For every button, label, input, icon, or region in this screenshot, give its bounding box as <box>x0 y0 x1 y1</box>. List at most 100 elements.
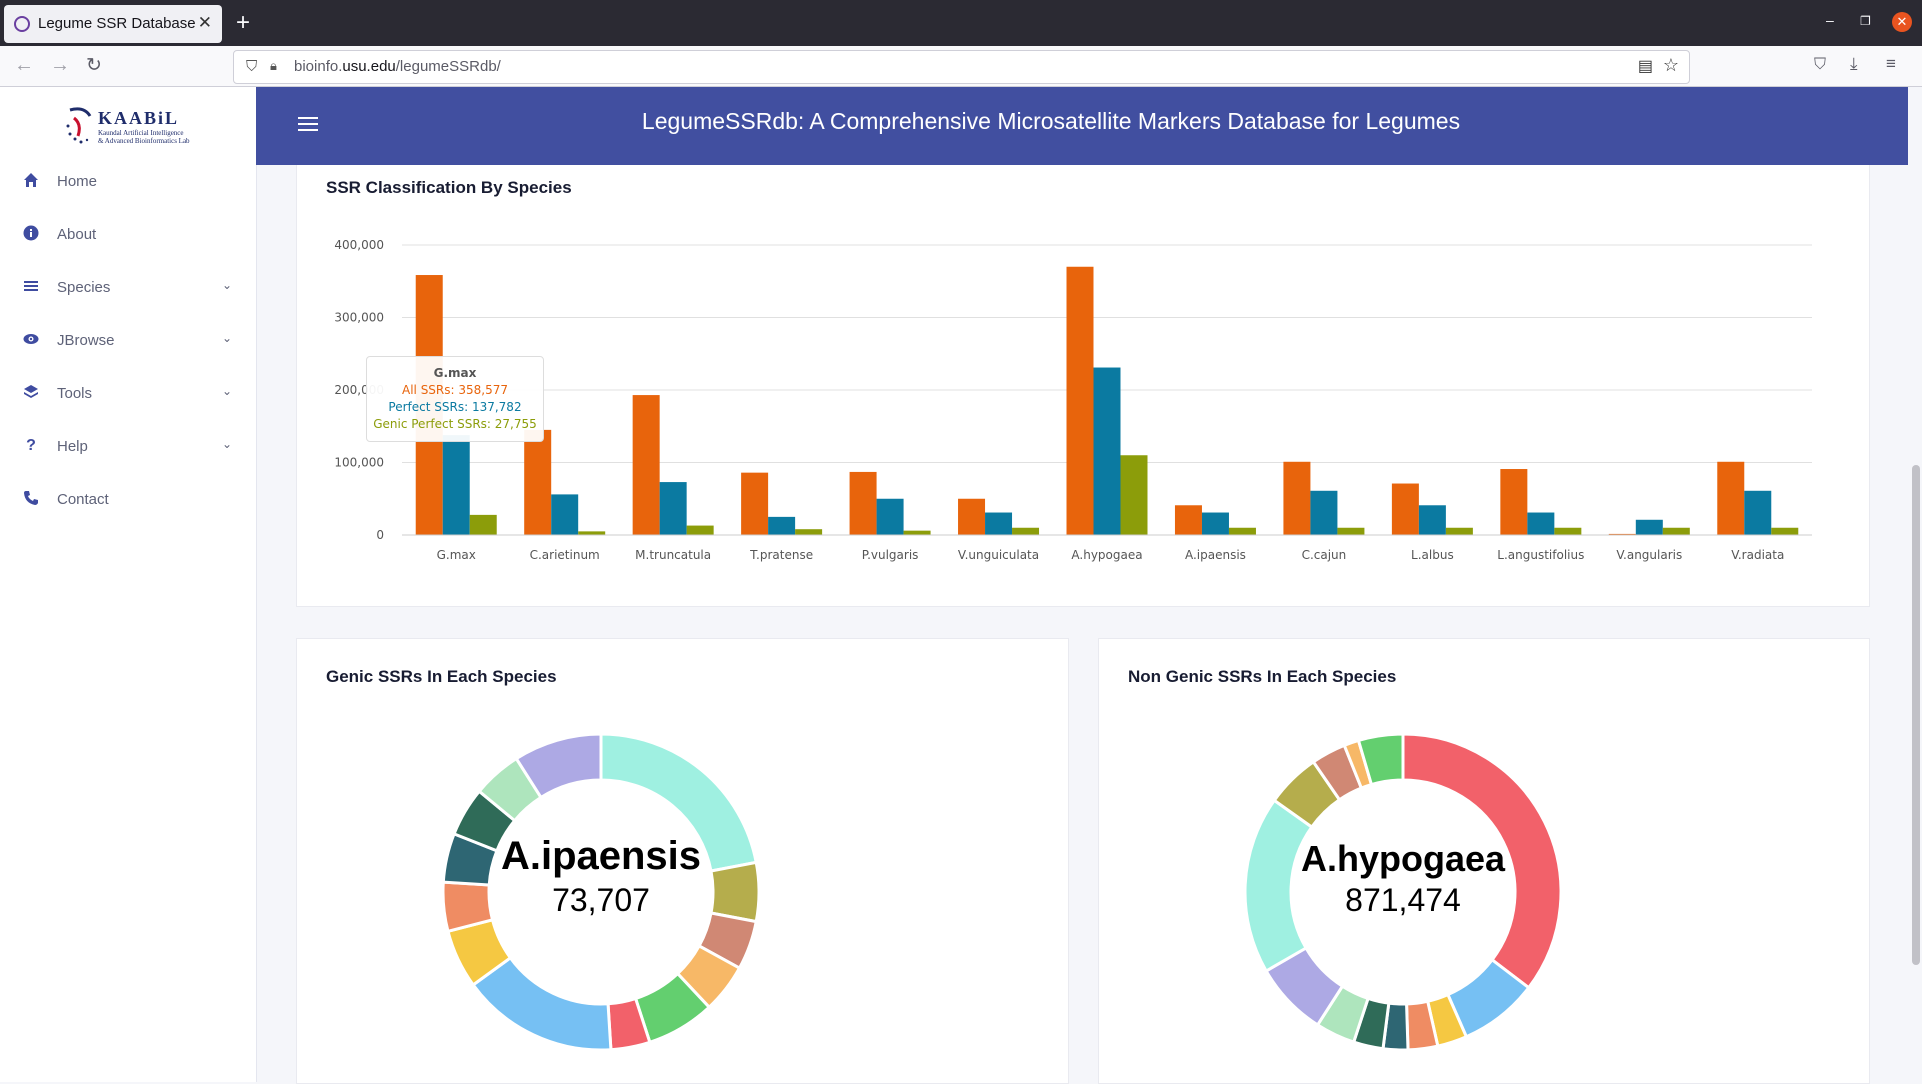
bar[interactable] <box>1527 512 1555 535</box>
back-icon[interactable]: ← <box>14 54 34 76</box>
bar[interactable] <box>1310 490 1338 535</box>
reload-icon[interactable]: ↻ <box>86 55 102 76</box>
bar[interactable] <box>985 512 1013 535</box>
sidebar-item-contact[interactable]: Contact <box>0 478 256 522</box>
kaabil-logo[interactable]: KAABiL Kaundal Artificial Intelligence & … <box>64 106 194 148</box>
bar[interactable] <box>442 435 470 535</box>
bar[interactable] <box>1445 527 1473 535</box>
bar[interactable] <box>524 429 552 535</box>
non-genic-chart-title: Non Genic SSRs In Each Species <box>1128 667 1397 686</box>
bar[interactable] <box>1391 483 1419 535</box>
y-tick-label: 300,000 <box>334 311 384 325</box>
page-scrollbar-thumb[interactable] <box>1912 465 1920 965</box>
bar[interactable] <box>741 472 769 535</box>
tooltip-perfect-ssrs: Perfect SSRs: 137,782 <box>388 400 522 414</box>
x-tick-label: P.vulgaris <box>862 548 919 562</box>
bar[interactable] <box>1228 527 1256 535</box>
x-tick-label: G.max <box>437 548 476 562</box>
browser-tab[interactable]: Legume SSR Database ✕ <box>4 5 222 43</box>
list-icon <box>22 278 40 296</box>
genic-center-label: A.ipaensis <box>500 834 702 878</box>
bar[interactable] <box>469 514 497 535</box>
bar[interactable] <box>632 395 660 535</box>
info-icon <box>22 225 40 243</box>
bar[interactable] <box>1635 519 1663 535</box>
x-tick-label: L.angustifolius <box>1497 548 1584 562</box>
url-bar[interactable]: ⛉ 🔒︎ bioinfo.usu.edu/legumeSSRdb/ ▤ ☆ <box>233 50 1690 84</box>
y-tick-label: 100,000 <box>334 456 384 470</box>
chevron-down-icon[interactable]: ⌄ <box>222 437 233 451</box>
bar[interactable] <box>1608 533 1636 535</box>
bar[interactable] <box>1500 469 1528 535</box>
reader-view-icon[interactable]: ▤ <box>1637 58 1653 75</box>
x-tick-label: M.truncatula <box>635 548 711 562</box>
bar[interactable] <box>1066 266 1094 535</box>
tab-close-icon[interactable]: ✕ <box>197 13 212 32</box>
y-tick-label: 400,000 <box>334 238 384 252</box>
bar[interactable] <box>1174 505 1202 535</box>
bar[interactable] <box>1201 512 1229 535</box>
chevron-down-icon[interactable]: ⌄ <box>222 331 233 345</box>
tooltip-title: G.max <box>433 366 477 380</box>
donut-slice[interactable] <box>514 732 603 800</box>
bar[interactable] <box>1093 367 1121 535</box>
bar-tooltip: G.max All SSRs: 358,577 Perfect SSRs: 13… <box>366 356 544 442</box>
sidebar-item-about[interactable]: About <box>0 213 256 257</box>
minimize-icon[interactable]: – <box>1826 12 1834 28</box>
bar[interactable] <box>1554 527 1582 535</box>
phone-icon <box>22 490 40 508</box>
bar[interactable] <box>1744 490 1772 535</box>
logo-subtitle: Kaundal Artificial Intelligence & Advance… <box>98 129 190 145</box>
bar[interactable] <box>1662 527 1690 535</box>
restore-icon[interactable]: ❐ <box>1860 14 1871 28</box>
chevron-down-icon[interactable]: ⌄ <box>222 384 233 398</box>
donut-slice[interactable] <box>1401 732 1563 990</box>
bar[interactable] <box>659 482 687 535</box>
bar[interactable] <box>1771 527 1799 535</box>
sidebar-item-species[interactable]: Species ⌄ <box>0 266 256 310</box>
download-icon[interactable]: ⤓ <box>1850 54 1858 73</box>
bar[interactable] <box>551 494 579 535</box>
bar[interactable] <box>1120 455 1148 535</box>
lock-icon[interactable]: 🔒︎ <box>270 58 277 73</box>
bar[interactable] <box>903 530 931 535</box>
app-menu-icon[interactable]: ≡ <box>1886 54 1896 73</box>
bar[interactable] <box>876 498 904 535</box>
sidebar-item-tools[interactable]: Tools ⌄ <box>0 372 256 416</box>
bar[interactable] <box>768 516 796 535</box>
bar[interactable] <box>1418 505 1446 535</box>
bookmark-star-icon[interactable]: ☆ <box>1662 55 1679 75</box>
bar[interactable] <box>578 531 606 535</box>
sidebar-item-home[interactable]: Home <box>0 160 256 204</box>
x-tick-label: V.radiata <box>1731 548 1784 562</box>
window-close-icon[interactable]: ✕ <box>1892 12 1912 32</box>
sidebar-item-jbrowse[interactable]: JBrowse ⌄ <box>0 319 256 363</box>
tracking-shield-icon[interactable]: ⛉ <box>246 58 258 75</box>
x-tick-label: L.albus <box>1411 548 1454 562</box>
bar[interactable] <box>1283 461 1311 535</box>
x-tick-label: T.pratense <box>749 548 813 562</box>
bar[interactable] <box>1012 527 1040 535</box>
genic-ssrs-donut-chart[interactable] <box>431 722 771 1062</box>
bar[interactable] <box>849 471 877 535</box>
new-tab-icon[interactable]: + <box>236 9 251 36</box>
donut-slice[interactable] <box>1356 732 1405 787</box>
site-favicon-icon <box>14 16 30 32</box>
chevron-down-icon[interactable]: ⌄ <box>222 278 233 292</box>
sidebar-item-help[interactable]: ? Help ⌄ <box>0 425 256 469</box>
non-genic-ssrs-donut-chart[interactable] <box>1233 722 1573 1062</box>
layers-icon <box>22 384 40 402</box>
bar[interactable] <box>795 529 823 535</box>
x-tick-label: V.unguiculata <box>958 548 1039 562</box>
bar[interactable] <box>1337 527 1365 535</box>
bar[interactable] <box>958 498 986 535</box>
bar[interactable] <box>1717 461 1745 535</box>
sidebar <box>0 87 257 1082</box>
x-tick-label: A.hypogaea <box>1071 548 1142 562</box>
pocket-icon[interactable]: ⛉ <box>1814 56 1827 73</box>
forward-icon[interactable]: → <box>50 54 70 76</box>
bar[interactable] <box>686 525 714 535</box>
hamburger-menu-icon[interactable] <box>298 117 318 133</box>
x-tick-label: C.arietinum <box>530 548 600 562</box>
